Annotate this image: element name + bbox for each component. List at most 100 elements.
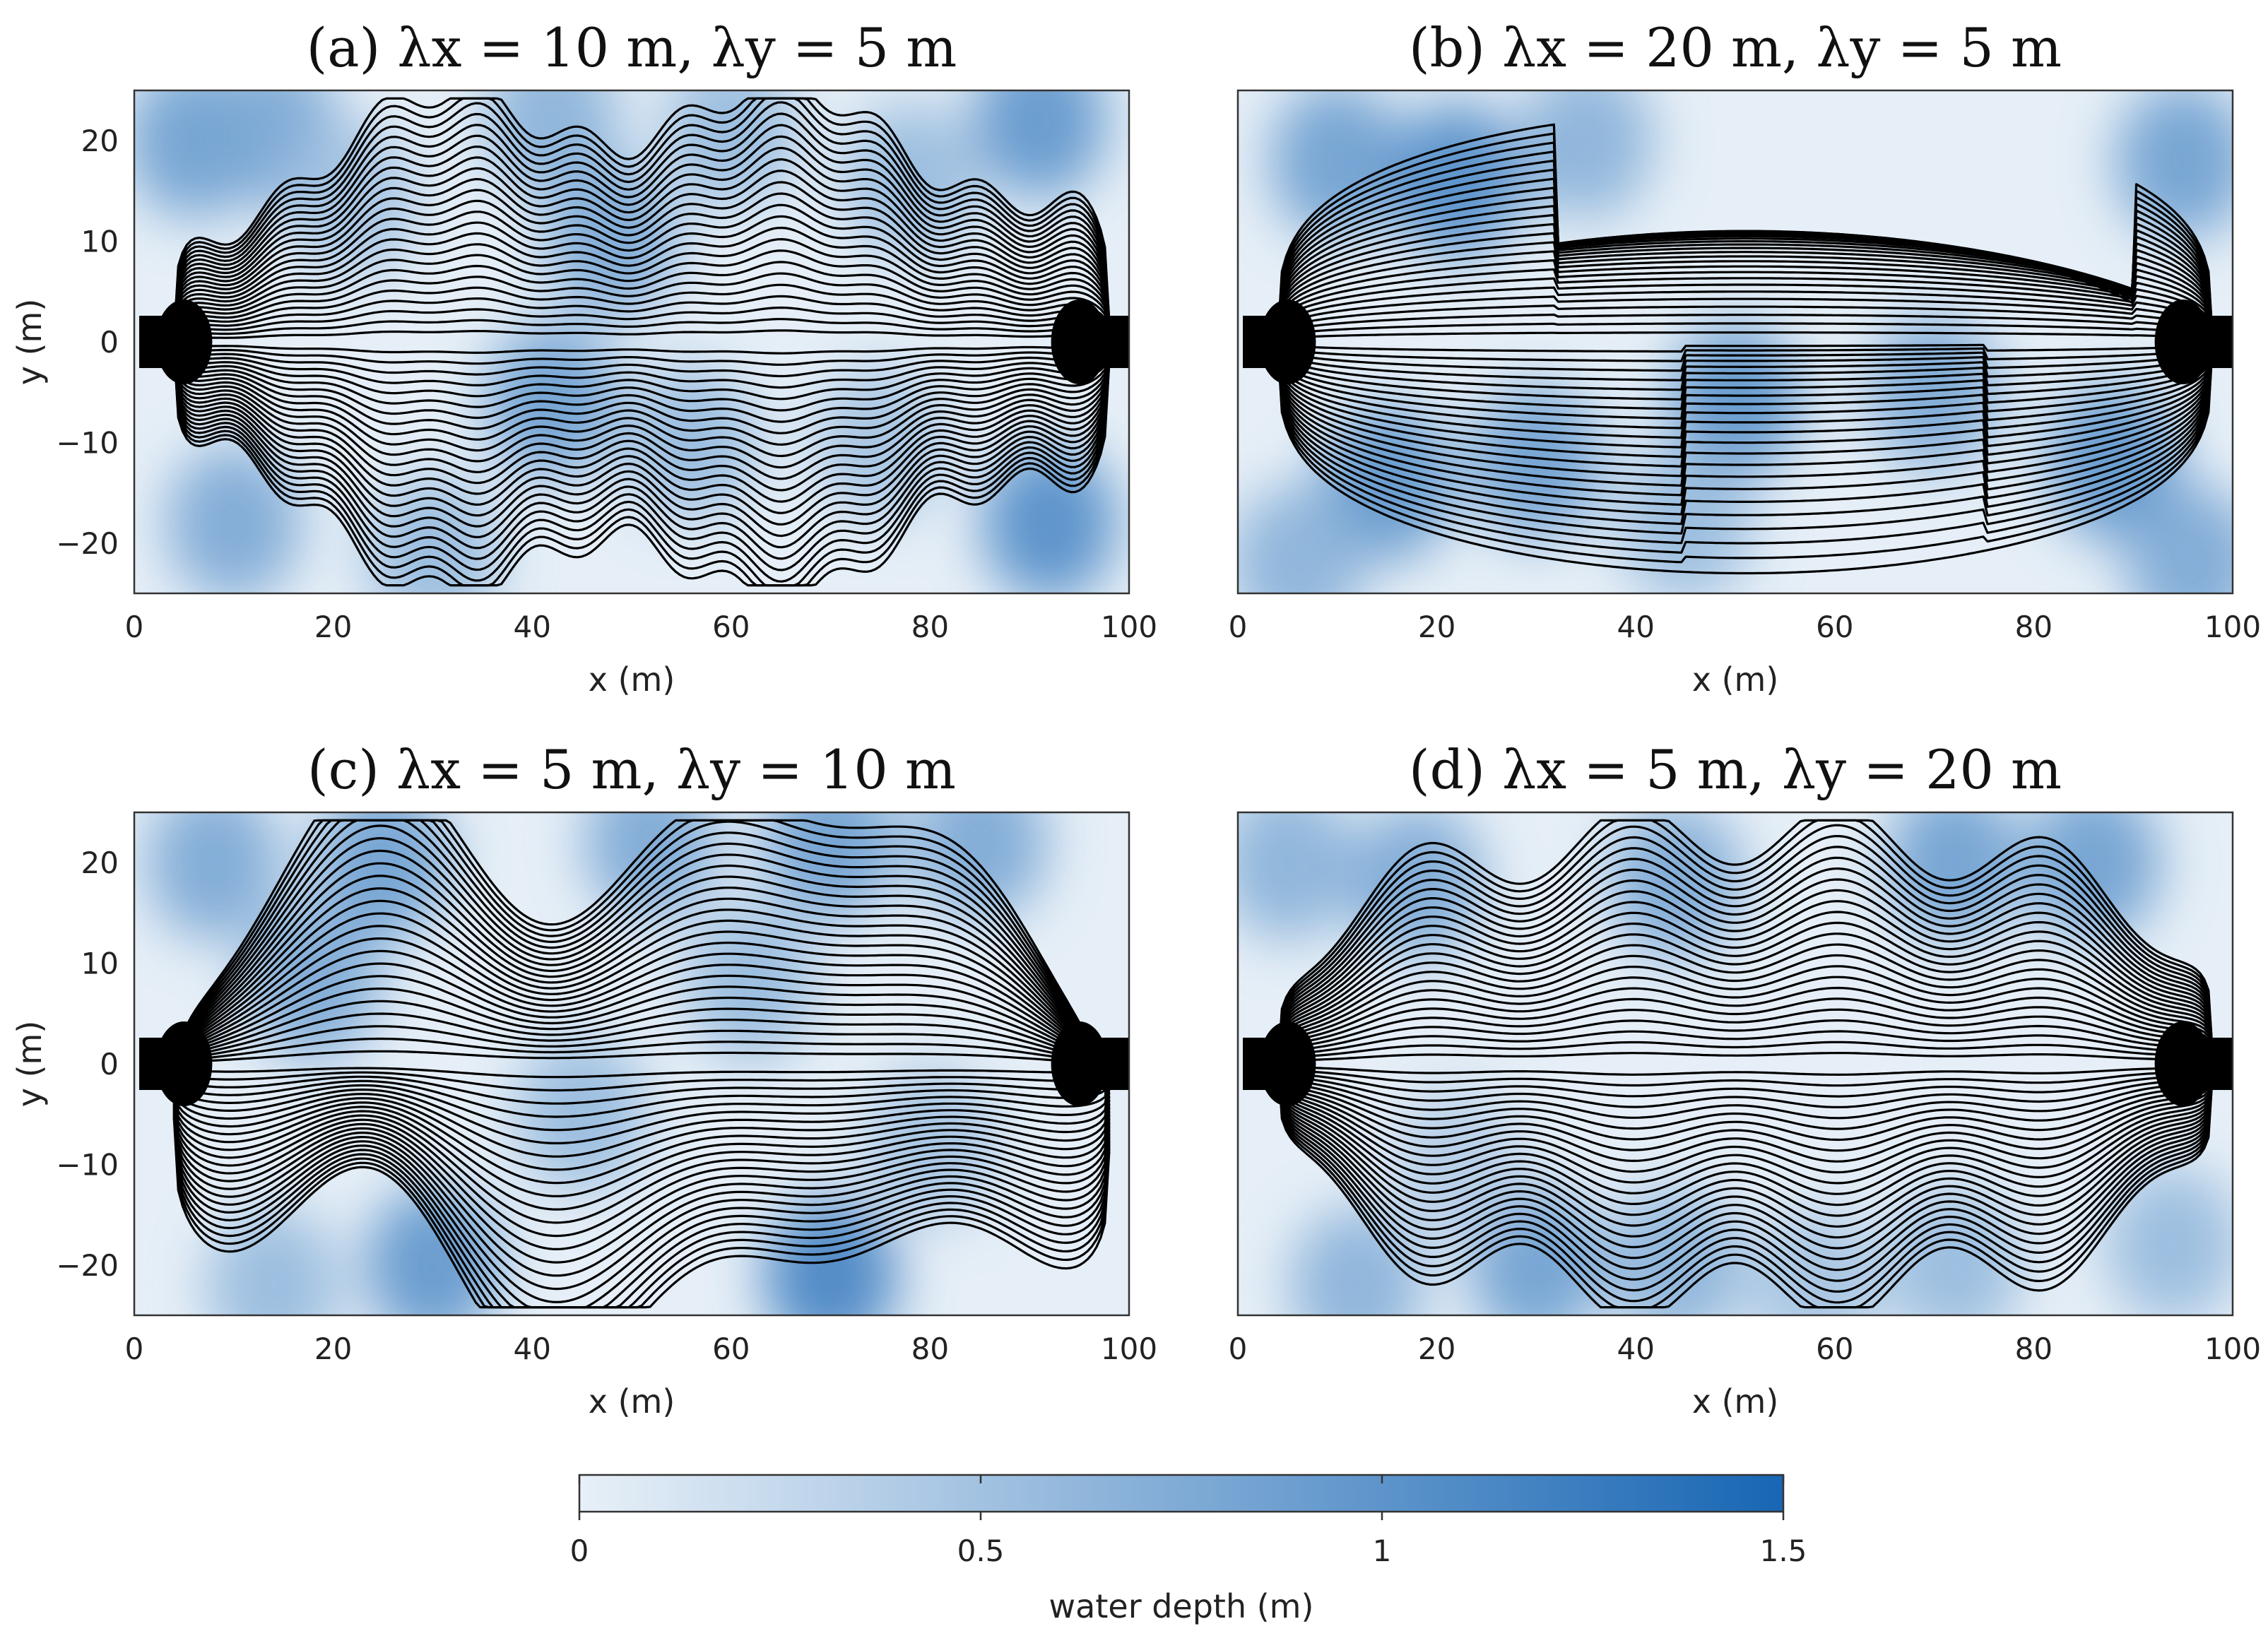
streamline — [1276, 1055, 2214, 1217]
depth-blob — [166, 445, 301, 593]
streamline — [172, 146, 1111, 339]
y-tick-label: −10 — [56, 425, 119, 460]
streamline — [172, 887, 1111, 1118]
streamline — [172, 341, 1111, 389]
axes-frame — [133, 811, 1130, 1317]
streamline — [172, 343, 1111, 446]
streamline — [172, 341, 1111, 378]
streamline — [172, 1081, 1111, 1171]
streamline — [172, 1067, 1111, 1092]
streamline — [172, 345, 1111, 560]
y-tick-label: 20 — [81, 846, 119, 880]
depth-blob — [584, 812, 719, 920]
streamline — [172, 283, 1111, 342]
depth-blob — [1349, 812, 1484, 961]
streamline — [1276, 1062, 2214, 1087]
streamline — [1276, 1051, 2214, 1309]
outlet-convergence — [2154, 1021, 2211, 1106]
y-axis-label: y (m) — [11, 299, 49, 386]
streamline — [172, 272, 1111, 342]
x-tick-label: 80 — [911, 1332, 949, 1366]
streamline — [172, 1072, 1111, 1118]
x-tick-label: 40 — [513, 1332, 550, 1366]
streamline — [172, 215, 1111, 340]
streamline — [172, 343, 1111, 458]
streamline — [172, 261, 1111, 342]
streamline — [172, 344, 1111, 492]
depth-blob — [544, 163, 679, 319]
x-tick-label: 80 — [2015, 610, 2053, 644]
streamline — [1276, 295, 2214, 343]
streamline — [172, 345, 1111, 549]
streamline — [172, 1113, 1111, 1309]
streamline — [172, 899, 1111, 1113]
streamline — [172, 1012, 1111, 1080]
depth-field — [146, 812, 1047, 1315]
y-tick-label: 20 — [81, 124, 119, 158]
colorbar-tick-label: 0.5 — [957, 1534, 1005, 1568]
streamline — [1276, 340, 2214, 458]
panel-title: (d) λx = 5 m, λy = 20 m — [1409, 738, 2062, 801]
streamline — [1276, 250, 2214, 343]
streamline — [1276, 1060, 2214, 1108]
x-tick-label: 80 — [2015, 1332, 2053, 1366]
x-tick-label: 0 — [125, 610, 144, 644]
panel-title: (b) λx = 20 m, λy = 5 m — [1409, 16, 2062, 79]
streamline — [1276, 340, 2214, 420]
streamline — [1276, 1052, 2214, 1066]
streamline — [172, 97, 1111, 338]
streamline — [1276, 878, 2214, 1074]
streamline — [172, 226, 1111, 340]
streamline — [172, 1037, 1111, 1073]
streamline — [1276, 1053, 2214, 1282]
x-tick-label: 0 — [1229, 610, 1248, 644]
streamline — [1276, 340, 2214, 487]
streamline — [172, 346, 1111, 587]
streamline — [172, 849, 1111, 1128]
colorbar-tick-label: 0 — [570, 1534, 589, 1568]
streamline — [172, 824, 1111, 1136]
depth-blob — [1518, 90, 1653, 219]
streamline — [172, 937, 1111, 1103]
streamline — [1276, 1041, 2214, 1066]
streamline — [1276, 1053, 2214, 1272]
streamline — [172, 862, 1111, 1125]
streamline — [172, 346, 1111, 587]
streamline — [172, 342, 1111, 401]
streamline — [1276, 340, 2214, 362]
streamline — [1276, 340, 2214, 575]
streamline — [1276, 340, 2214, 506]
axes-frame — [1236, 89, 2234, 595]
streamline — [1276, 900, 2214, 1072]
streamline — [172, 341, 1111, 366]
x-tick-label: 0 — [125, 1332, 144, 1366]
streamline — [1276, 259, 2214, 343]
streamline — [172, 343, 1111, 469]
streamline — [1276, 123, 2214, 343]
streamline — [1276, 331, 2214, 343]
x-tick-label: 60 — [712, 1332, 750, 1366]
outlet-convergence — [1051, 1021, 1108, 1106]
streamline — [1276, 1055, 2214, 1228]
streamline — [1276, 943, 2214, 1071]
y-tick-label: 10 — [81, 947, 119, 981]
depth-blob — [365, 1187, 500, 1315]
streamline — [1276, 1053, 2214, 1260]
inlet-convergence — [1259, 300, 1316, 384]
x-tick-label: 60 — [1816, 1332, 1853, 1366]
streamline — [1276, 976, 2214, 1069]
streamline — [1276, 340, 2214, 449]
streamline — [1276, 340, 2214, 353]
streamline — [1276, 340, 2214, 478]
streamline — [1276, 911, 2214, 1072]
depth-blob — [2105, 1167, 2233, 1315]
colorbar-tick-label: 1.5 — [1760, 1534, 1807, 1568]
x-tick-label: 40 — [1617, 610, 1654, 644]
x-tick-label: 80 — [911, 610, 949, 644]
streamline — [172, 345, 1111, 526]
y-tick-label: 10 — [81, 225, 119, 259]
streamline — [172, 949, 1111, 1098]
x-axis-label: x (m) — [589, 660, 675, 699]
streamline — [1276, 1019, 2214, 1067]
streamline — [1276, 1062, 2214, 1076]
